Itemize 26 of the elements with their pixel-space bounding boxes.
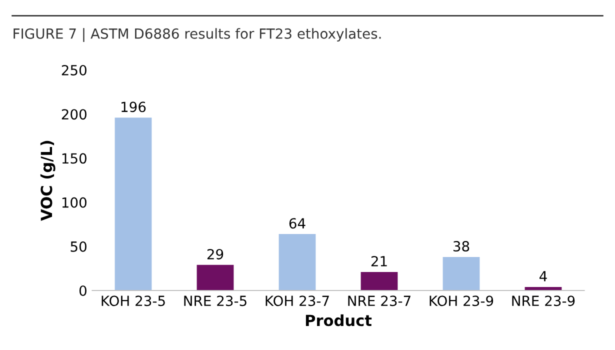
y-tick-label: 200 bbox=[62, 109, 86, 120]
x-tick-label: NRE 23-5 bbox=[184, 296, 246, 306]
bar bbox=[442, 256, 480, 290]
chart-title: FIGURE 7 | ASTM D6886 results for FT23 ethoxylates. bbox=[14, 28, 381, 42]
bar bbox=[196, 264, 234, 290]
bar bbox=[278, 234, 316, 290]
y-tick-label: 50 bbox=[70, 241, 86, 252]
x-tick-label: KOH 23-9 bbox=[430, 296, 494, 306]
data-label: 64 bbox=[289, 218, 306, 229]
x-tick-label: KOH 23-5 bbox=[102, 296, 165, 306]
data-label: 29 bbox=[207, 248, 224, 260]
x-axis-title: Product bbox=[306, 314, 372, 326]
y-axis-title: VOC (g/L) bbox=[40, 140, 56, 221]
data-label: 196 bbox=[122, 102, 146, 112]
x-tick-label: NRE 23-7 bbox=[348, 296, 410, 306]
bar bbox=[360, 272, 398, 290]
y-tick-label: 250 bbox=[62, 64, 86, 76]
x-tick-label: NRE 23-9 bbox=[512, 296, 575, 306]
y-tick-label: 0 bbox=[79, 285, 86, 296]
data-label: 38 bbox=[453, 241, 470, 252]
x-tick-label: KOH 23-7 bbox=[266, 296, 329, 306]
y-tick-label: 150 bbox=[62, 153, 86, 164]
y-tick-label: 100 bbox=[62, 197, 86, 208]
bar bbox=[114, 118, 152, 290]
data-label: 4 bbox=[540, 271, 547, 282]
data-label: 21 bbox=[371, 256, 387, 266]
